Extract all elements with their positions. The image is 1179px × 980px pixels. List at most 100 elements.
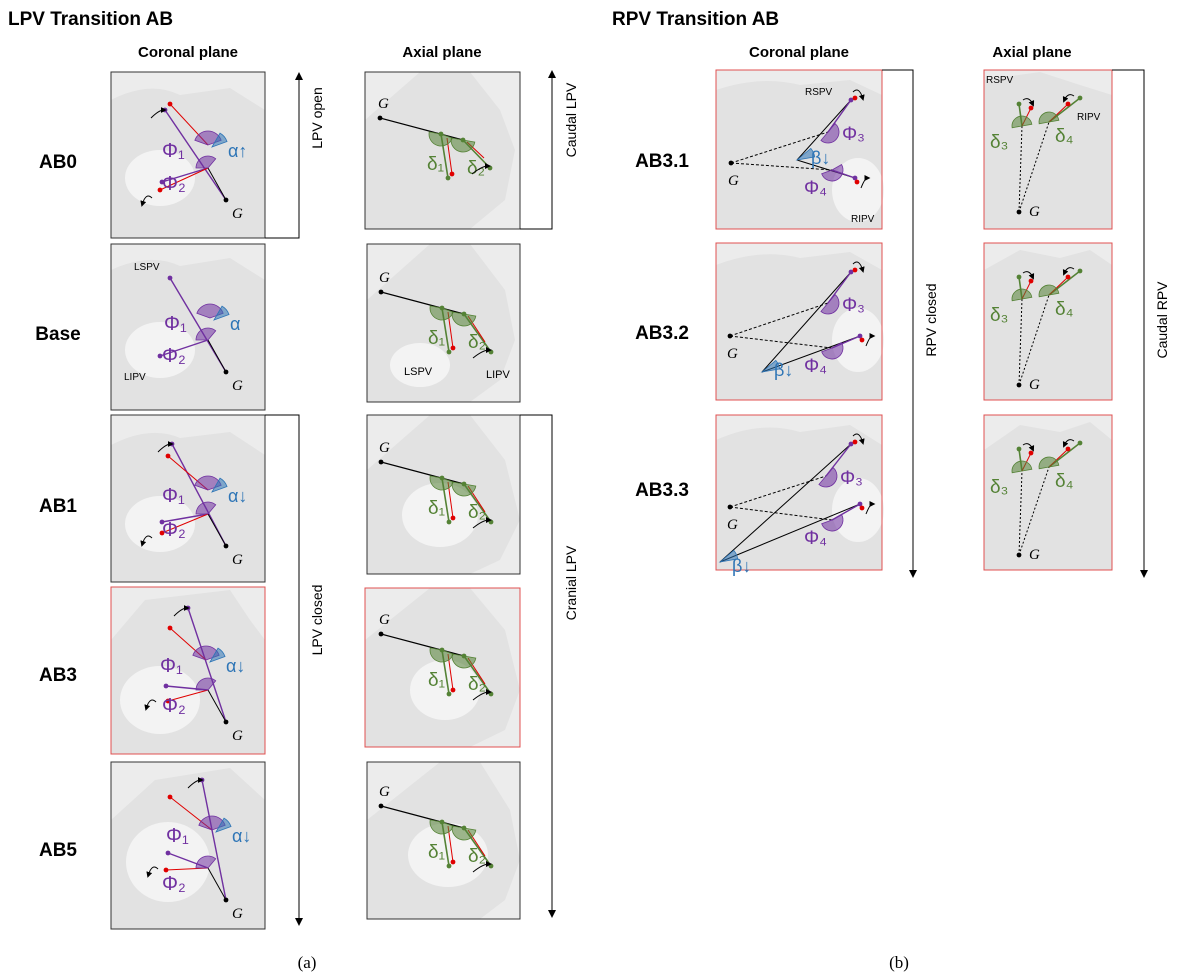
rotation-arrow-right [1062,94,1075,103]
delta3-label: δ₃ [990,305,1008,326]
axial-geometry-row-1: Gδ₁ δ₂ [378,270,494,359]
delta3-wedge [1011,288,1033,302]
rspv-ref-dot [1028,105,1034,111]
coronal-geometry-row-3: Φ₁ Φ₂ α↓ G [144,605,245,744]
alpha-wedge [209,647,226,663]
rotation-arrow-bottom [144,699,157,711]
coronal-panel-ab3-2 [715,242,884,401]
g-label: G [232,378,243,394]
bracket-caudal-lpv [520,70,556,230]
lipv-ref-dot [157,187,163,193]
axial-geometry-row-3: Gδ₁ δ₂ [378,612,494,701]
panel-a-coronal-header: Coronal plane [138,44,238,61]
axial-panel-ab3-1 [983,69,1113,230]
lspv-ref-dot [167,625,173,631]
row-label-ab3-3: AB3.3 [635,480,689,501]
g-line [379,117,464,141]
delta2-label: δ₂ [468,502,486,523]
ripv-end-dot [1077,95,1083,101]
lipv-end-dot [488,691,494,697]
g-label: G [379,440,390,456]
coronal-geometry-row-4: Φ₁ Φ₂ α↓ G [146,777,251,922]
ripv-end-dot [1077,268,1083,274]
delta1-label: δ₁ [427,154,444,175]
g-line [380,461,465,485]
g-label: G [379,270,390,286]
coronal-geometry-row-2: Φ₁ Φ₂ α↓ G [140,441,247,568]
g-dot [728,160,734,166]
label-rspv-axial: RSPV [986,75,1014,86]
hub1-dot [439,305,445,311]
phi1-label: Φ₁ [166,825,189,847]
rotation-arrow [472,861,492,873]
axial-geometry-row-0: Gδ₁ δ₂ [377,96,493,181]
phi2-wedge [195,677,217,691]
delta2-wedge [451,825,477,841]
rotation-arrow-left [1022,98,1035,107]
label-caudal-rpv: Caudal RPV [1154,281,1170,359]
lipv-tip-dot [163,683,169,689]
phi2-wedge [195,155,217,169]
rspv-ref-dot [852,95,858,101]
lipv-ref-dot [165,698,171,704]
phi1-label: Φ₁ [164,313,187,335]
rspv-end-dot [1016,101,1022,107]
rspv-end-dot [1016,446,1022,452]
rspv-end-dot [1016,274,1022,280]
rotation-arrow-bottom [865,501,876,515]
label-rpv-closed: RPV closed [923,283,939,356]
lspv-axis-line [187,607,227,723]
coronal-panel-ab1 [110,414,266,583]
coronal-panel-ab3-3 [715,414,884,571]
delta4-label: δ₄ [1055,471,1074,492]
ripv-ref-dot [1065,274,1071,280]
label-rspv-coronal: RSPV [805,87,833,98]
rotation-arrow [472,689,492,701]
panel-a-coronal-column [110,71,266,930]
label-lpv-open: LPV open [309,87,325,149]
rotation-arrow-top [150,107,167,119]
axial-panel-base [366,243,521,403]
rotation-arrow-top [187,777,204,789]
ripv-tip-dot [852,175,858,181]
row-label-ab3-2: AB3.2 [635,323,689,344]
alpha-wedge [215,817,232,833]
lspv-ref-dot [165,453,171,459]
beta-label: β↓ [774,360,793,380]
phi2-label: Φ₂ [162,695,186,717]
label-lspv-coronal: LSPV [134,262,160,273]
g-dot [223,897,229,903]
coronal-b-geometry-row-2: G Φ₃ Φ₄ β↓ [718,433,876,576]
g-line-inferior [729,335,833,349]
g-label: G [727,346,738,362]
g-line-inferior [730,162,833,171]
g-dot [377,115,383,121]
lipv-end-dot [488,519,494,525]
g-line-superior [729,475,827,508]
row-label-ab1: AB1 [39,496,77,517]
beta-wedge [718,549,739,563]
phi4-wedge [821,341,844,360]
g-line [207,689,227,723]
g-label: G [232,728,243,744]
alpha-label: α↓ [232,826,251,846]
rotation-arrow [472,517,492,529]
label-ripv-axial: RIPV [1077,112,1101,123]
panel-a-axial-column [364,71,521,920]
coronal-panel-ab3 [110,586,266,755]
g-line-4 [1018,466,1050,556]
delta2-label: δ₂ [468,846,486,867]
g-label: G [1029,377,1040,393]
delta4-wedge [1038,111,1060,125]
g-line-inferior [729,506,833,521]
bracket-cranial-lpv [520,414,556,918]
phi4-label: Φ₄ [804,528,827,549]
lspv-end-dot [446,863,452,869]
phi2-label: Φ₂ [162,173,186,195]
phi1-label: Φ₁ [162,485,185,507]
panel-b-title: RPV Transition AB [612,9,779,30]
beta-label: β↓ [732,556,751,576]
lspv-ref-dot [450,345,456,351]
rotation-arrow-left [1022,443,1035,452]
lspv-ref-dot [450,515,456,521]
